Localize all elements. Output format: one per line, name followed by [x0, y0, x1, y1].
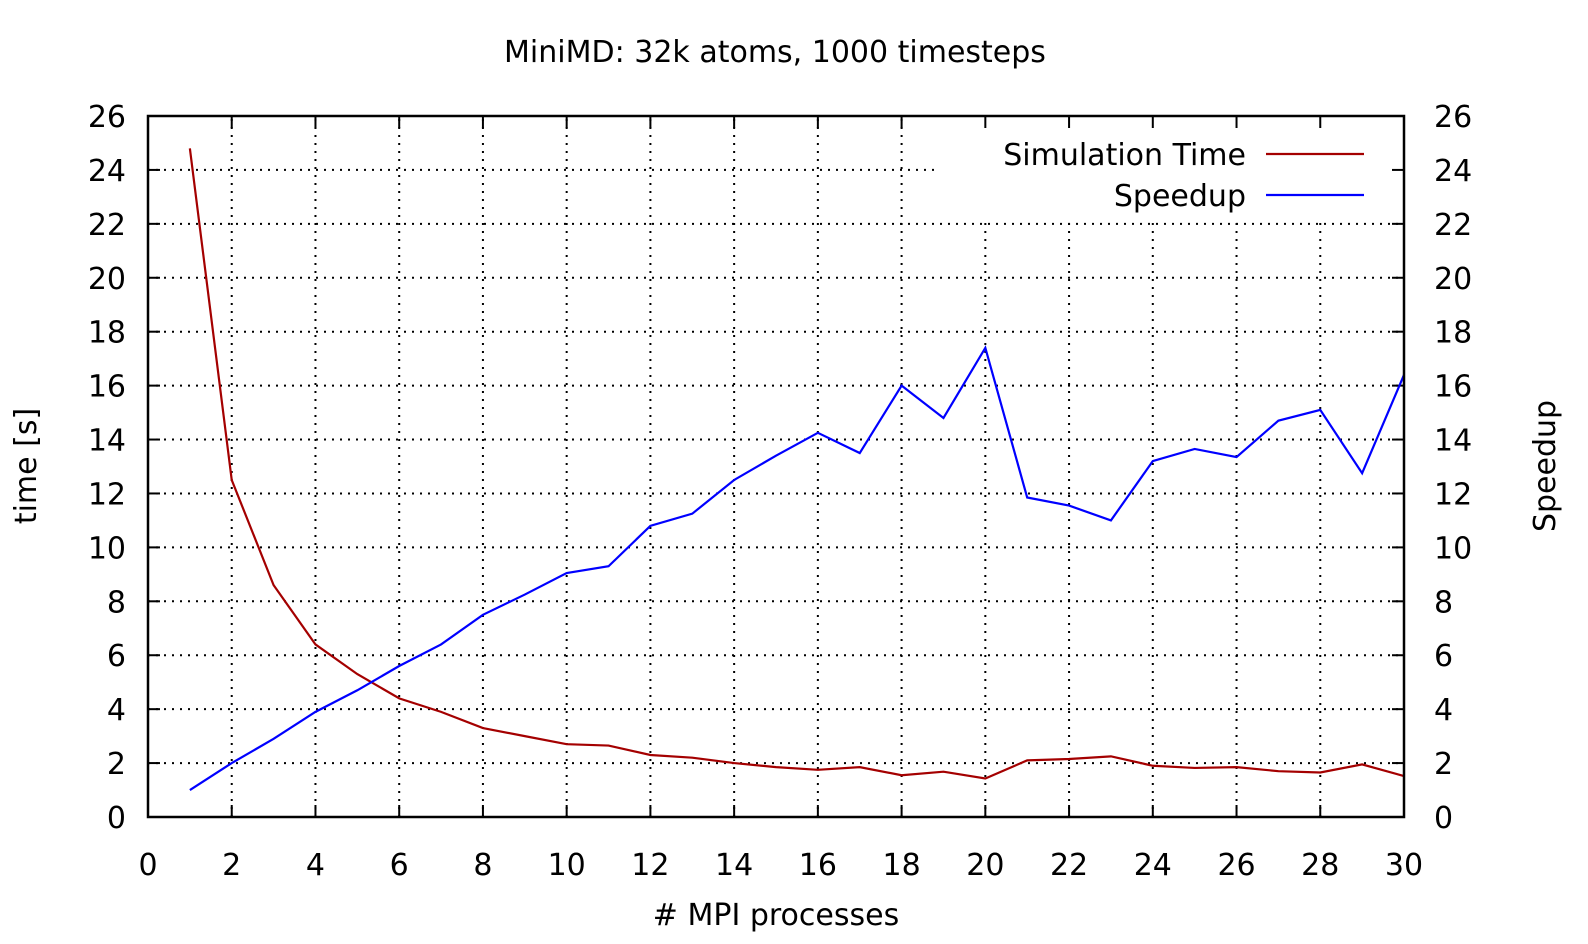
- y2-axis-label: Speedup: [1528, 400, 1563, 532]
- plot-frame: [148, 116, 1404, 817]
- x-tick-label: 18: [883, 848, 921, 883]
- series-line-simulation-time: [190, 148, 1404, 778]
- x-tick-label: 8: [473, 848, 492, 883]
- x-tick-label: 6: [390, 848, 409, 883]
- y-tick-label: 2: [107, 747, 126, 782]
- y2-tick-label: 0: [1434, 801, 1453, 836]
- y2-tick-label: 10: [1434, 531, 1472, 566]
- x-tick-label: 20: [966, 848, 1004, 883]
- x-tick-label: 28: [1301, 848, 1339, 883]
- y2-tick-label: 26: [1434, 100, 1472, 135]
- y-axis-label: time [s]: [9, 408, 44, 524]
- y-tick-label: 8: [107, 585, 126, 620]
- x-tick-label: 12: [631, 848, 669, 883]
- legend: Simulation Time Speedup: [1003, 138, 1364, 214]
- y-tick-label: 12: [88, 477, 126, 512]
- grid-layer: [148, 116, 1404, 817]
- y-tick-label: 4: [107, 693, 126, 728]
- y2-tick-label: 14: [1434, 424, 1472, 459]
- y2-tick-label: 16: [1434, 370, 1472, 405]
- x-axis-label: # MPI processes: [653, 898, 899, 933]
- legend-label-simulation-time: Simulation Time: [1003, 138, 1246, 173]
- y2-tick-label: 18: [1434, 316, 1472, 351]
- axis-layer: 0 2 4 6 8 10 12 14 16 18 20 22 24 26 28 300246810121416…: [88, 100, 1472, 883]
- y-tick-label: 14: [88, 424, 126, 459]
- y2-tick-label: 8: [1434, 585, 1453, 620]
- y-tick-label: 24: [88, 154, 126, 189]
- x-tick-label: 10: [548, 848, 586, 883]
- y2-tick-label: 6: [1434, 639, 1453, 674]
- y-tick-label: 6: [107, 639, 126, 674]
- x-tick-label: 0: [138, 848, 157, 883]
- x-tick-label: 30: [1385, 848, 1423, 883]
- y2-tick-label: 22: [1434, 208, 1472, 243]
- y2-tick-label: 2: [1434, 747, 1453, 782]
- y-tick-label: 16: [88, 370, 126, 405]
- y-tick-label: 10: [88, 531, 126, 566]
- y-tick-label: 22: [88, 208, 126, 243]
- y-tick-label: 0: [107, 801, 126, 836]
- x-tick-label: 16: [799, 848, 837, 883]
- y2-tick-label: 4: [1434, 693, 1453, 728]
- x-tick-label: 14: [715, 848, 753, 883]
- y-tick-label: 20: [88, 262, 126, 297]
- y2-tick-label: 20: [1434, 262, 1472, 297]
- legend-label-speedup: Speedup: [1114, 179, 1246, 214]
- y2-tick-label: 12: [1434, 477, 1472, 512]
- x-tick-label: 2: [222, 848, 241, 883]
- y-tick-label: 26: [88, 100, 126, 135]
- y-tick-label: 18: [88, 316, 126, 351]
- series-layer: [190, 148, 1404, 790]
- chart-title: MiniMD: 32k atoms, 1000 timesteps: [504, 35, 1046, 70]
- y2-tick-label: 24: [1434, 154, 1472, 189]
- series-line-speedup: [190, 348, 1404, 790]
- x-tick-label: 4: [306, 848, 325, 883]
- x-tick-label: 26: [1217, 848, 1255, 883]
- x-tick-label: 24: [1134, 848, 1172, 883]
- x-tick-label: 22: [1050, 848, 1088, 883]
